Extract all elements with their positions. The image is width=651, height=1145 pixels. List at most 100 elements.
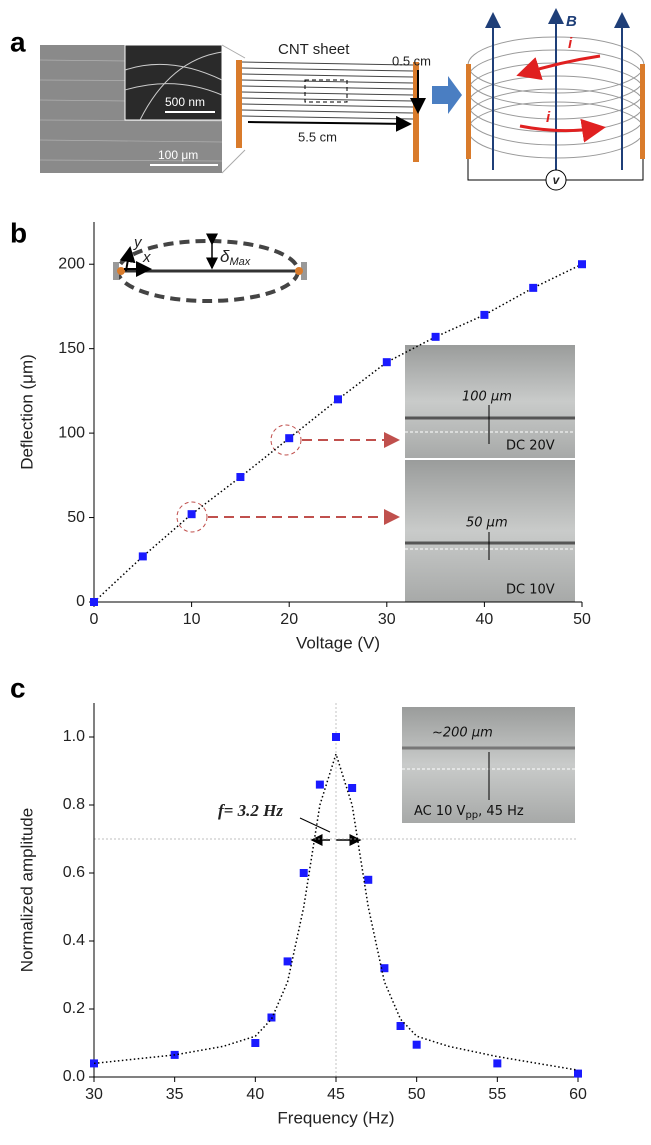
delta: δ (220, 247, 230, 266)
y-tick-label: 0.6 (63, 864, 85, 881)
x-tick-label: 30 (378, 611, 396, 628)
y-tick-label: 200 (58, 255, 85, 272)
x-tick-label: 45 (327, 1086, 345, 1103)
electrode (640, 64, 645, 159)
data-point (332, 733, 340, 741)
beam-label: δMax (220, 247, 251, 267)
photo-label: 50 μm (466, 516, 508, 531)
data-point (480, 310, 489, 319)
data-point (574, 1069, 582, 1078)
sem-inset-fibers (124, 51, 223, 121)
scale-label: 500 nm (165, 95, 205, 109)
width-label: 0.5 cm (392, 53, 431, 68)
condition: AC 10 V (414, 804, 466, 819)
voltmeter (545, 169, 567, 191)
data-point (382, 358, 391, 367)
data-point (529, 283, 538, 292)
data-point (380, 964, 389, 973)
axis-arrow (119, 246, 136, 272)
data-point (283, 957, 292, 966)
x-tick-label: 50 (573, 611, 591, 628)
photo-label: DC 10V (506, 583, 555, 598)
photo (405, 460, 575, 602)
beam-label: y (133, 234, 143, 251)
data-point (364, 875, 373, 884)
photo-label: ~200 μm (432, 726, 493, 741)
photo (405, 345, 575, 458)
sem-inset (124, 44, 223, 121)
y-tick-label: 0.2 (63, 1000, 85, 1017)
data-point (315, 780, 324, 789)
y-axis-label: Normalized amplitude (17, 808, 36, 972)
data-point (90, 598, 98, 606)
cnt-sheet (241, 61, 414, 120)
highlight (176, 501, 208, 533)
x-tick-label: 40 (246, 1086, 264, 1103)
y-tick-label: 0.0 (63, 1068, 85, 1085)
zoom-line (221, 44, 246, 59)
series-line (93, 751, 579, 1071)
data-point (578, 260, 586, 269)
x-tick-label: 35 (166, 1086, 184, 1103)
x-tick-label: 50 (408, 1086, 426, 1103)
circuit (467, 159, 644, 181)
y-tick-label: 0 (76, 593, 85, 610)
sheet-label: CNT sheet (278, 41, 350, 58)
data-point (285, 434, 294, 443)
data-point (412, 1040, 421, 1049)
x-tick-label: 10 (183, 611, 201, 628)
bandwidth-label: f= 3.2 Hz (218, 801, 283, 820)
data-point (348, 784, 357, 792)
condition-sub: pp (465, 810, 478, 821)
y-tick-label: 0.8 (63, 796, 85, 813)
photo-label: AC 10 Vpp, 45 Hz (414, 804, 524, 822)
field-label: B (566, 13, 577, 30)
highlight (270, 424, 302, 456)
x-axis-label: Voltage (V) (296, 633, 380, 652)
photo-label: DC 20V (506, 439, 555, 454)
beam-label: x (142, 249, 151, 266)
field-arrows (485, 8, 630, 170)
y-tick-label: 0.4 (63, 932, 85, 949)
node (117, 267, 125, 275)
leader (299, 817, 331, 833)
electrode (466, 64, 471, 159)
clamp (301, 262, 307, 280)
current-label: i (546, 109, 551, 126)
zoom-box (304, 79, 348, 103)
data-point (493, 1059, 502, 1068)
x-tick-label: 20 (280, 611, 298, 628)
panel-label: b (10, 217, 27, 248)
zoom-line (221, 149, 246, 174)
data-point (251, 1039, 260, 1047)
x-axis-label: Frequency (Hz) (277, 1108, 394, 1127)
process-arrow (432, 76, 462, 114)
electrode (236, 60, 242, 148)
current-label: i (568, 35, 573, 52)
data-point (138, 552, 147, 561)
clamp (113, 262, 119, 280)
scale-label: 100 μm (158, 148, 198, 162)
panel-b-decor: y x δMax 100 μm DC 20V 50 μm DC 10V (113, 233, 575, 602)
y-axis-label: Deflection (μm) (17, 354, 36, 470)
x-tick-label: 40 (476, 611, 494, 628)
data-point (334, 395, 342, 404)
x-tick-label: 55 (488, 1086, 506, 1103)
panel-label: c (10, 672, 26, 703)
y-tick-label: 100 (58, 424, 85, 441)
x-tick-label: 30 (85, 1086, 103, 1103)
panel-label: a (10, 26, 26, 57)
panel-c-decor: ~200 μm AC 10 Vpp, 45 Hz f= 3.2 Hz (218, 707, 575, 846)
condition-tail: , 45 Hz (478, 804, 524, 819)
y-tick-label: 150 (58, 340, 85, 357)
delta-sub: Max (229, 256, 250, 268)
panel-a: a 500 nm 100 μm CNT sheet 0.5 cm 5.5 cm (10, 8, 645, 191)
data-point (187, 510, 196, 519)
dimension-arrow (247, 115, 412, 132)
x-tick-label: 0 (90, 611, 99, 628)
voltmeter-label: v (553, 173, 561, 187)
data-point (431, 332, 440, 341)
length-label: 5.5 cm (298, 129, 337, 144)
photo-label: 100 μm (462, 390, 512, 405)
